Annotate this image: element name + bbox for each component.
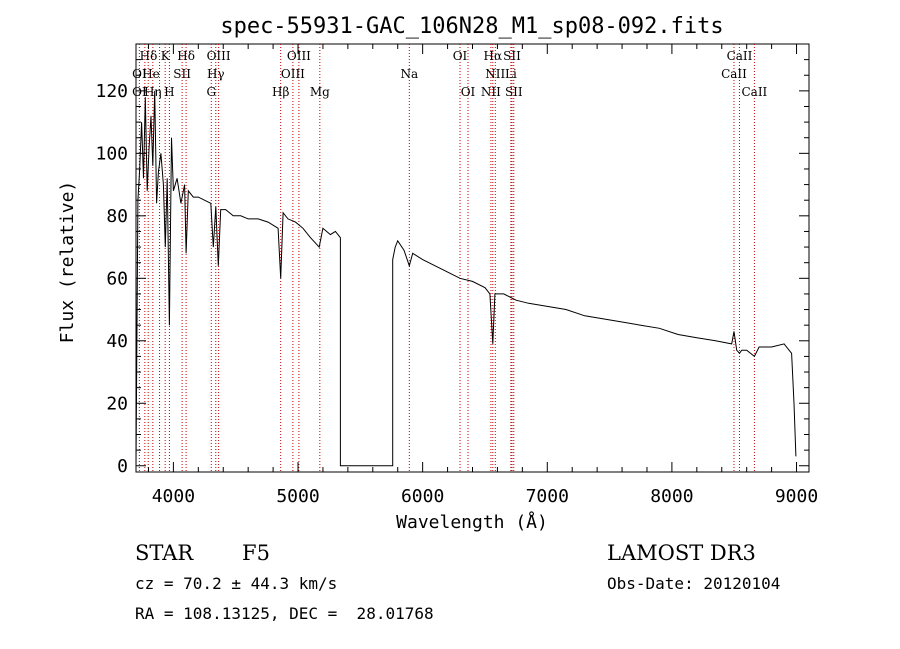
axis-tick-labels: 4000 5000 6000 7000 8000 9000 0 20 40 60 80 100 120 [95,81,818,507]
line-label: OI [132,67,147,81]
line-label: Li [505,67,517,81]
y-tick-label: 40 [106,331,128,352]
line-label: NII [485,67,505,81]
line-label: H [164,85,174,99]
line-label: CaII [727,49,753,63]
plot-frame [135,43,810,473]
y-tick-label: 80 [106,206,128,227]
x-tick-label: 5000 [276,486,319,507]
line-label: Mg [310,85,330,99]
axis-ticks [136,44,809,472]
line-label: OIII [207,49,231,63]
spectrum-line [135,90,797,467]
y-tick-label: 20 [106,393,128,414]
survey-name: LAMOST DR3 [607,541,756,565]
line-label: SII [503,49,521,63]
line-label: SII [505,85,523,99]
x-tick-label: 4000 [152,486,195,507]
x-tick-label: 6000 [401,486,444,507]
object-class: STAR [135,541,194,565]
x-tick-label: 7000 [526,486,569,507]
line-label: OI [461,85,476,99]
y-axis-label: Flux (relative) [57,181,78,344]
y-tick-label: 0 [117,456,128,477]
spectral-subclass: F5 [242,541,270,565]
line-label: Hδ [140,49,158,63]
y-tick-label: 100 [95,143,128,164]
line-label: Hα [484,49,503,63]
line-label: Na [400,67,418,81]
line-label: OI [132,85,147,99]
emission-line-markers [138,44,755,472]
chart-title: spec-55931-GAC_106N28_M1_sp08-092.fits [220,14,723,39]
y-tick-label: 60 [106,268,128,289]
x-axis-label: Wavelength (Å) [396,511,548,533]
line-label: NII [481,85,501,99]
obs-date: Obs-Date: 20120104 [607,574,781,593]
x-tick-label: 9000 [775,486,818,507]
line-label: Hβ [272,85,289,99]
line-label: Hγ [207,67,225,81]
line-label: CaII [741,85,767,99]
line-label: G [207,85,217,99]
line-label: OIII [287,49,311,63]
line-label: OI [453,49,468,63]
line-label: He [142,67,160,81]
line-label: K [161,49,171,63]
velocity-readout: cz = 70.2 ± 44.3 km/s [135,574,338,593]
line-label: SII [173,67,191,81]
line-label: CaII [721,67,747,81]
line-label: OIII [281,67,305,81]
y-tick-label: 120 [95,81,128,102]
line-label: Hδ [177,49,195,63]
x-tick-label: 8000 [650,486,693,507]
coordinates: RA = 108.13125, DEC = 28.01768 [135,604,434,623]
line-label: Hη [144,85,162,99]
